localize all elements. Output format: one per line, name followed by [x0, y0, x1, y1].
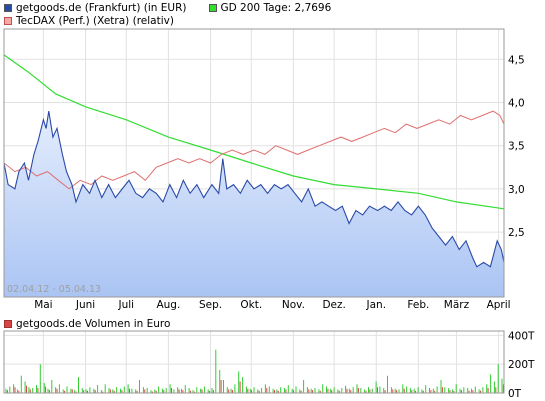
legend-label-gd200: GD 200 Tage: 2,7696: [220, 2, 332, 14]
plot-frame: [3, 28, 505, 298]
volume-bars: [5, 349, 504, 393]
legend-item-volume: getgoods.de Volumen in Euro: [4, 318, 170, 330]
legend-item-getgoods: getgoods.de (Frankfurt) (in EUR): [4, 2, 187, 14]
legend-label-volume: getgoods.de Volumen in Euro: [16, 318, 171, 330]
legend-swatch-tecdax: [4, 17, 12, 25]
legend-swatch-volume: [4, 320, 12, 328]
price-area-fill: [4, 111, 504, 297]
x-tick-label: März: [444, 299, 470, 311]
volume-grid: [4, 331, 504, 394]
x-tick-label: Juli: [117, 299, 134, 311]
x-tick-label: Feb.: [407, 299, 429, 311]
x-tick-label: Nov.: [282, 299, 305, 311]
y-tick-label: 2,5: [508, 227, 525, 239]
main-legend: getgoods.de (Frankfurt) (in EUR) GD 200 …: [4, 1, 353, 15]
getgoods-line: [3, 111, 505, 268]
legend-item-tecdax: TecDAX (Perf.) (Xetra) (relativ): [4, 15, 174, 27]
x-tick-label: Aug.: [156, 299, 180, 311]
getgoods-area: [4, 111, 504, 297]
legend-label-getgoods: getgoods.de (Frankfurt) (in EUR): [16, 2, 187, 14]
main-legend-row2: TecDAX (Perf.) (Xetra) (relativ): [4, 14, 196, 28]
x-tick-label: Mai: [34, 299, 52, 311]
gd200-line: [3, 54, 505, 210]
x-tick-label: Okt.: [240, 299, 262, 311]
y-tick-label: 3,5: [508, 141, 525, 153]
volume-legend: getgoods.de Volumen in Euro: [4, 317, 192, 331]
legend-swatch-getgoods: [4, 4, 12, 12]
x-tick-label: Dez.: [322, 299, 345, 311]
y-tick-label: 4,5: [508, 54, 525, 66]
y-tick-label: 3,0: [508, 184, 525, 196]
legend-item-gd200: GD 200 Tage: 2,7696: [208, 2, 332, 14]
x-tick-label: Sep.: [199, 299, 222, 311]
x-tick-label: Juni: [75, 299, 95, 311]
x-tick-label: Jan.: [366, 299, 387, 311]
volume-y-tick-label: 400T: [508, 330, 535, 342]
tecdax-line: [3, 110, 505, 190]
x-tick-label: April: [487, 299, 511, 311]
volume-y-tick-label: 0T: [508, 388, 522, 400]
legend-swatch-gd200: [208, 4, 217, 12]
y-tick-label: 4,0: [508, 97, 525, 109]
legend-label-tecdax: TecDAX (Perf.) (Xetra) (relativ): [16, 15, 174, 27]
volume-y-axis: 400T 200T 0T: [508, 330, 535, 400]
price-chart: 4,5 4,0 3,5 3,0 2,5 Mai Juni Juli Aug. Sep. Okt. N…: [3, 28, 525, 311]
price-y-axis: 4,5 4,0 3,5 3,0 2,5: [508, 54, 525, 239]
date-range-label: 02.04.12 - 05.04.13: [7, 284, 101, 295]
price-lines: [3, 54, 505, 268]
volume-frame: [3, 330, 505, 394]
volume-y-tick-label: 200T: [508, 359, 535, 371]
price-x-axis: Mai Juni Juli Aug. Sep. Okt. Nov. Dez. Jan. Feb. M…: [34, 299, 510, 311]
